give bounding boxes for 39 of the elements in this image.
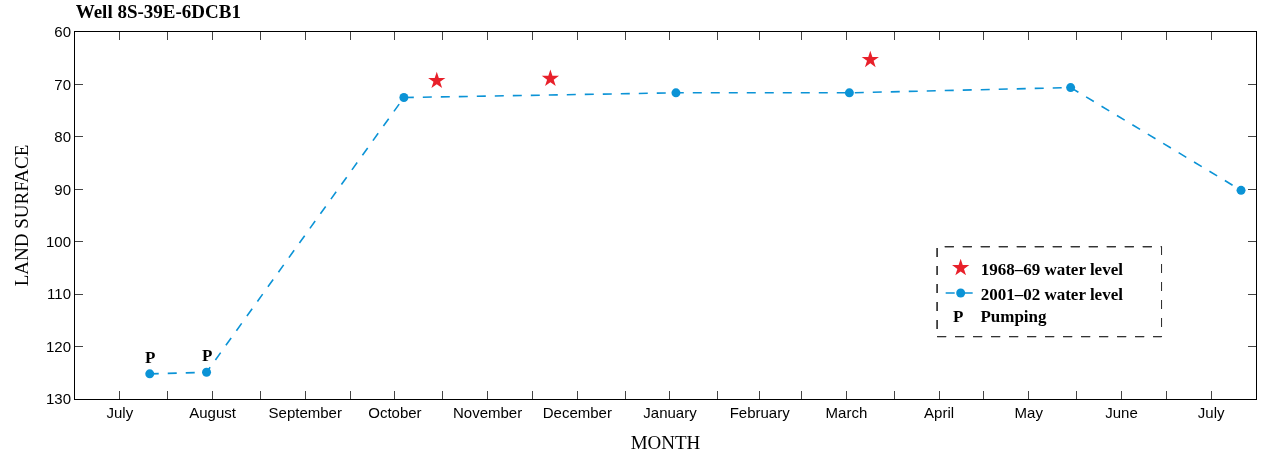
x-tick-label: August (189, 404, 237, 421)
x-tick-label: February (729, 404, 791, 421)
point (844, 88, 854, 98)
y-tick-label: 120 (45, 337, 71, 355)
point (1066, 83, 1076, 93)
point (861, 50, 879, 68)
chart-title: Well 8S-39E-6DCB1 (75, 0, 241, 22)
y-tick-label: 90 (54, 180, 71, 198)
x-tick-label: September (268, 404, 342, 421)
point (145, 369, 155, 379)
y-tick-label: 110 (47, 285, 71, 303)
x-tick-label: October (368, 404, 422, 421)
point (428, 71, 446, 89)
y-tick-label: 70 (54, 75, 71, 93)
point (671, 88, 681, 98)
x-tick-label: April (924, 404, 955, 421)
x-tick-label: July (1197, 404, 1225, 421)
x-tick-label: June (1105, 404, 1138, 421)
annotation: P (202, 346, 213, 365)
x-tick-label: March (825, 404, 868, 421)
x-tick-label: July (106, 404, 134, 421)
annotation: P Pumping (953, 307, 1048, 326)
x-tick-label: January (643, 404, 698, 421)
point (399, 93, 409, 103)
y-axis-title: LAND SURFACE (10, 144, 32, 287)
y-tick-label: 60 (54, 23, 71, 41)
legend-label: 2001–02 water level (980, 284, 1124, 304)
point (202, 367, 212, 377)
y-tick-label: 100 (45, 232, 71, 250)
x-tick-label: May (1014, 404, 1044, 421)
x-tick-label: December (542, 404, 612, 421)
point (1236, 185, 1246, 195)
x-axis-title: MONTH (630, 431, 701, 453)
annotation: P (145, 348, 156, 367)
point (541, 69, 560, 87)
y-tick-label: 130 (45, 390, 71, 408)
legend-label: 1968–69 water level (980, 259, 1124, 279)
y-tick-label: 80 (54, 128, 71, 146)
x-tick-label: November (453, 404, 523, 421)
